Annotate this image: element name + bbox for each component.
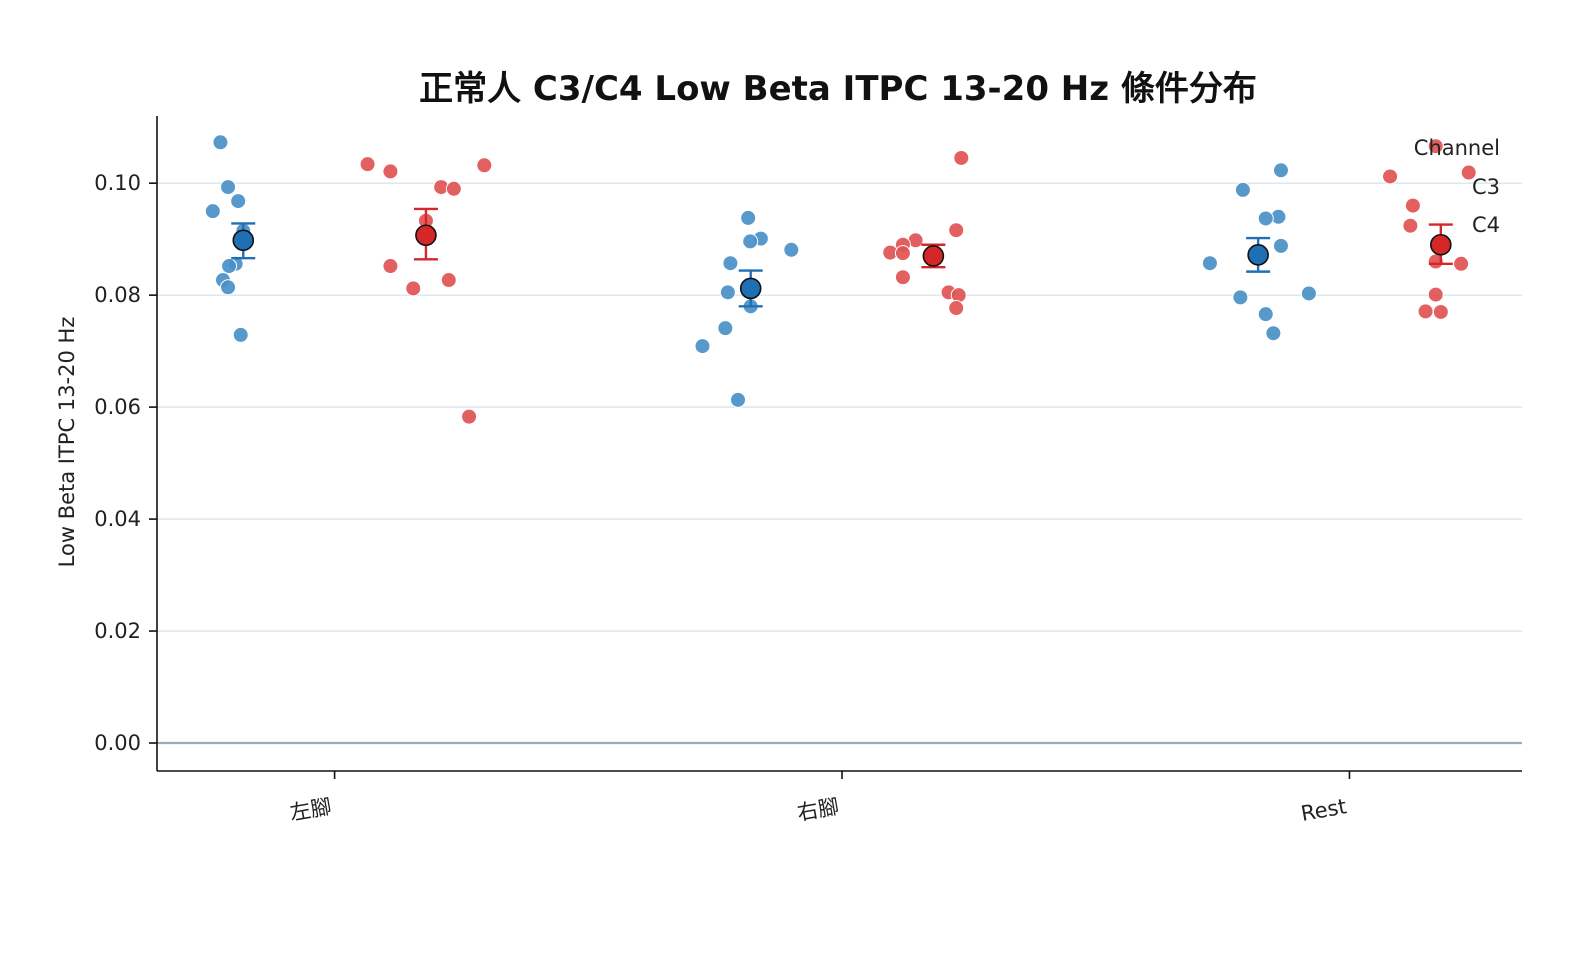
x-tick-label: Rest xyxy=(1299,794,1348,826)
point-c4 xyxy=(382,258,399,275)
mean-marker-c3 xyxy=(1247,244,1269,266)
x-tick-label: 右腳 xyxy=(795,794,841,825)
point-c4 xyxy=(1460,164,1477,181)
legend-entry-c3: C3 xyxy=(1472,175,1500,199)
y-tick-label: 0.00 xyxy=(94,731,141,755)
y-axis-ticks: 0.00 0.02 0.04 0.06 0.08 0.10 xyxy=(94,171,157,755)
point-c4 xyxy=(1427,138,1444,155)
point-c4 xyxy=(1404,197,1421,214)
point-c3 xyxy=(1232,289,1249,306)
point-c4 xyxy=(359,156,376,173)
point-c4 xyxy=(1432,303,1449,320)
point-c4 xyxy=(950,287,967,304)
point-c3 xyxy=(220,279,237,296)
point-c4 xyxy=(445,180,462,197)
point-c4 xyxy=(894,245,911,262)
y-tick-label: 0.02 xyxy=(94,619,141,643)
mean-marker-c4 xyxy=(922,245,945,267)
point-c4 xyxy=(894,269,911,286)
point-c3 xyxy=(1265,325,1282,342)
point-c3 xyxy=(221,258,238,275)
point-c3 xyxy=(212,134,229,151)
mean-marker-c3 xyxy=(232,229,255,252)
point-c4 xyxy=(1382,168,1399,185)
mean-markers xyxy=(231,207,1453,308)
point-c4 xyxy=(382,163,399,180)
point-c3 xyxy=(230,193,247,210)
data-points xyxy=(204,134,1477,425)
point-c3 xyxy=(220,179,237,196)
point-c3 xyxy=(1272,237,1289,254)
x-tick-label: 左腳 xyxy=(288,794,334,825)
legend: Channel C3 C4 xyxy=(1414,136,1500,237)
axes xyxy=(156,116,1522,772)
mean-marker-c4 xyxy=(1430,233,1452,256)
chart-title: 正常人 C3/C4 Low Beta ITPC 13-20 Hz 條件分布 xyxy=(419,69,1257,109)
point-c3 xyxy=(694,338,711,355)
point-c3 xyxy=(1257,210,1274,227)
point-c4 xyxy=(405,280,422,297)
point-c3 xyxy=(719,284,736,301)
legend-entry-c4: C4 xyxy=(1472,213,1500,237)
point-c3 xyxy=(1201,255,1218,272)
grid-lines xyxy=(157,182,1522,745)
point-c3 xyxy=(204,203,221,220)
point-c4 xyxy=(476,157,493,174)
point-c4 xyxy=(1417,303,1434,320)
point-c4 xyxy=(1402,217,1419,234)
y-tick-label: 0.10 xyxy=(94,171,141,195)
point-c3 xyxy=(1272,162,1289,179)
mean-marker-c3 xyxy=(739,277,762,300)
point-c4 xyxy=(1427,286,1444,303)
point-c3 xyxy=(783,241,800,258)
y-tick-label: 0.08 xyxy=(94,283,141,307)
point-c4 xyxy=(948,222,965,239)
mean-marker-c4 xyxy=(415,224,437,247)
point-c3 xyxy=(1257,306,1274,323)
point-c3 xyxy=(1234,181,1251,198)
point-c4 xyxy=(953,149,970,166)
x-axis-ticks: 左腳 右腳 Rest xyxy=(288,771,1351,826)
y-tick-label: 0.06 xyxy=(94,395,141,419)
point-c4 xyxy=(461,408,478,425)
point-c3 xyxy=(740,209,757,226)
point-c3 xyxy=(1300,285,1317,302)
legend-title: Channel xyxy=(1414,136,1500,160)
point-c3 xyxy=(232,326,249,343)
point-c3 xyxy=(742,233,759,250)
point-c3 xyxy=(722,255,739,272)
point-c4 xyxy=(1453,255,1470,272)
point-c3 xyxy=(717,320,734,337)
y-axis-label: Low Beta ITPC 13-20 Hz xyxy=(55,317,79,568)
point-c3 xyxy=(730,391,747,408)
point-c4 xyxy=(948,300,965,317)
point-c4 xyxy=(440,272,457,289)
y-tick-label: 0.04 xyxy=(94,507,141,531)
